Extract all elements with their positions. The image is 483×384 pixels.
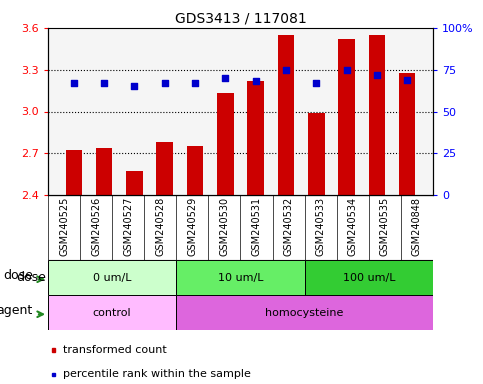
- Text: control: control: [93, 308, 131, 318]
- Point: [100, 80, 108, 86]
- Text: GSM240525: GSM240525: [59, 197, 69, 257]
- Point: [313, 80, 320, 86]
- Point: [70, 80, 78, 86]
- Bar: [369, 35, 385, 195]
- Bar: [48, 260, 176, 295]
- Bar: [217, 93, 234, 195]
- Bar: [176, 295, 433, 330]
- Point: [403, 77, 411, 83]
- Bar: [308, 113, 325, 195]
- Text: dose: dose: [16, 271, 46, 284]
- Text: 100 um/L: 100 um/L: [342, 273, 395, 283]
- Point: [343, 67, 351, 73]
- Bar: [278, 35, 294, 195]
- Text: GSM240535: GSM240535: [380, 197, 390, 256]
- Text: dose: dose: [3, 269, 33, 282]
- Text: homocysteine: homocysteine: [266, 308, 344, 318]
- Text: GSM240848: GSM240848: [412, 197, 422, 256]
- Text: 10 um/L: 10 um/L: [218, 273, 263, 283]
- Point: [161, 80, 169, 86]
- Bar: [305, 260, 433, 295]
- Text: GSM240531: GSM240531: [252, 197, 261, 256]
- Point: [282, 67, 290, 73]
- Bar: [187, 146, 203, 195]
- Bar: [176, 260, 305, 295]
- Bar: [156, 142, 173, 195]
- Bar: [52, 372, 55, 376]
- Text: 0 um/L: 0 um/L: [93, 273, 131, 283]
- Text: percentile rank within the sample: percentile rank within the sample: [63, 369, 251, 379]
- Text: GSM240534: GSM240534: [348, 197, 358, 256]
- Text: GSM240526: GSM240526: [91, 197, 101, 256]
- Text: transformed count: transformed count: [63, 345, 167, 355]
- Bar: [66, 151, 82, 195]
- Text: GSM240527: GSM240527: [123, 197, 133, 257]
- Text: GSM240528: GSM240528: [156, 197, 165, 256]
- Bar: [96, 148, 113, 195]
- Text: GSM240532: GSM240532: [284, 197, 294, 256]
- Bar: [48, 295, 176, 330]
- Point: [222, 75, 229, 81]
- Title: GDS3413 / 117081: GDS3413 / 117081: [175, 12, 306, 25]
- Text: GSM240529: GSM240529: [187, 197, 198, 256]
- Bar: [247, 81, 264, 195]
- Point: [130, 83, 138, 89]
- Bar: [399, 73, 415, 195]
- Bar: [52, 348, 55, 352]
- Bar: [126, 171, 143, 195]
- Point: [191, 80, 199, 86]
- Text: GSM240530: GSM240530: [219, 197, 229, 256]
- Text: GSM240533: GSM240533: [316, 197, 326, 256]
- Bar: [338, 39, 355, 195]
- Point: [252, 78, 259, 84]
- Text: agent: agent: [0, 304, 33, 317]
- Point: [373, 72, 381, 78]
